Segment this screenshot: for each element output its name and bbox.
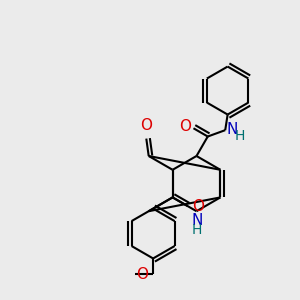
Text: H: H <box>192 223 202 237</box>
Text: O: O <box>136 267 148 282</box>
Text: H: H <box>234 129 244 142</box>
Text: O: O <box>192 199 204 214</box>
Text: O: O <box>140 118 152 133</box>
Text: N: N <box>227 122 238 137</box>
Text: O: O <box>179 119 191 134</box>
Text: N: N <box>191 213 203 228</box>
